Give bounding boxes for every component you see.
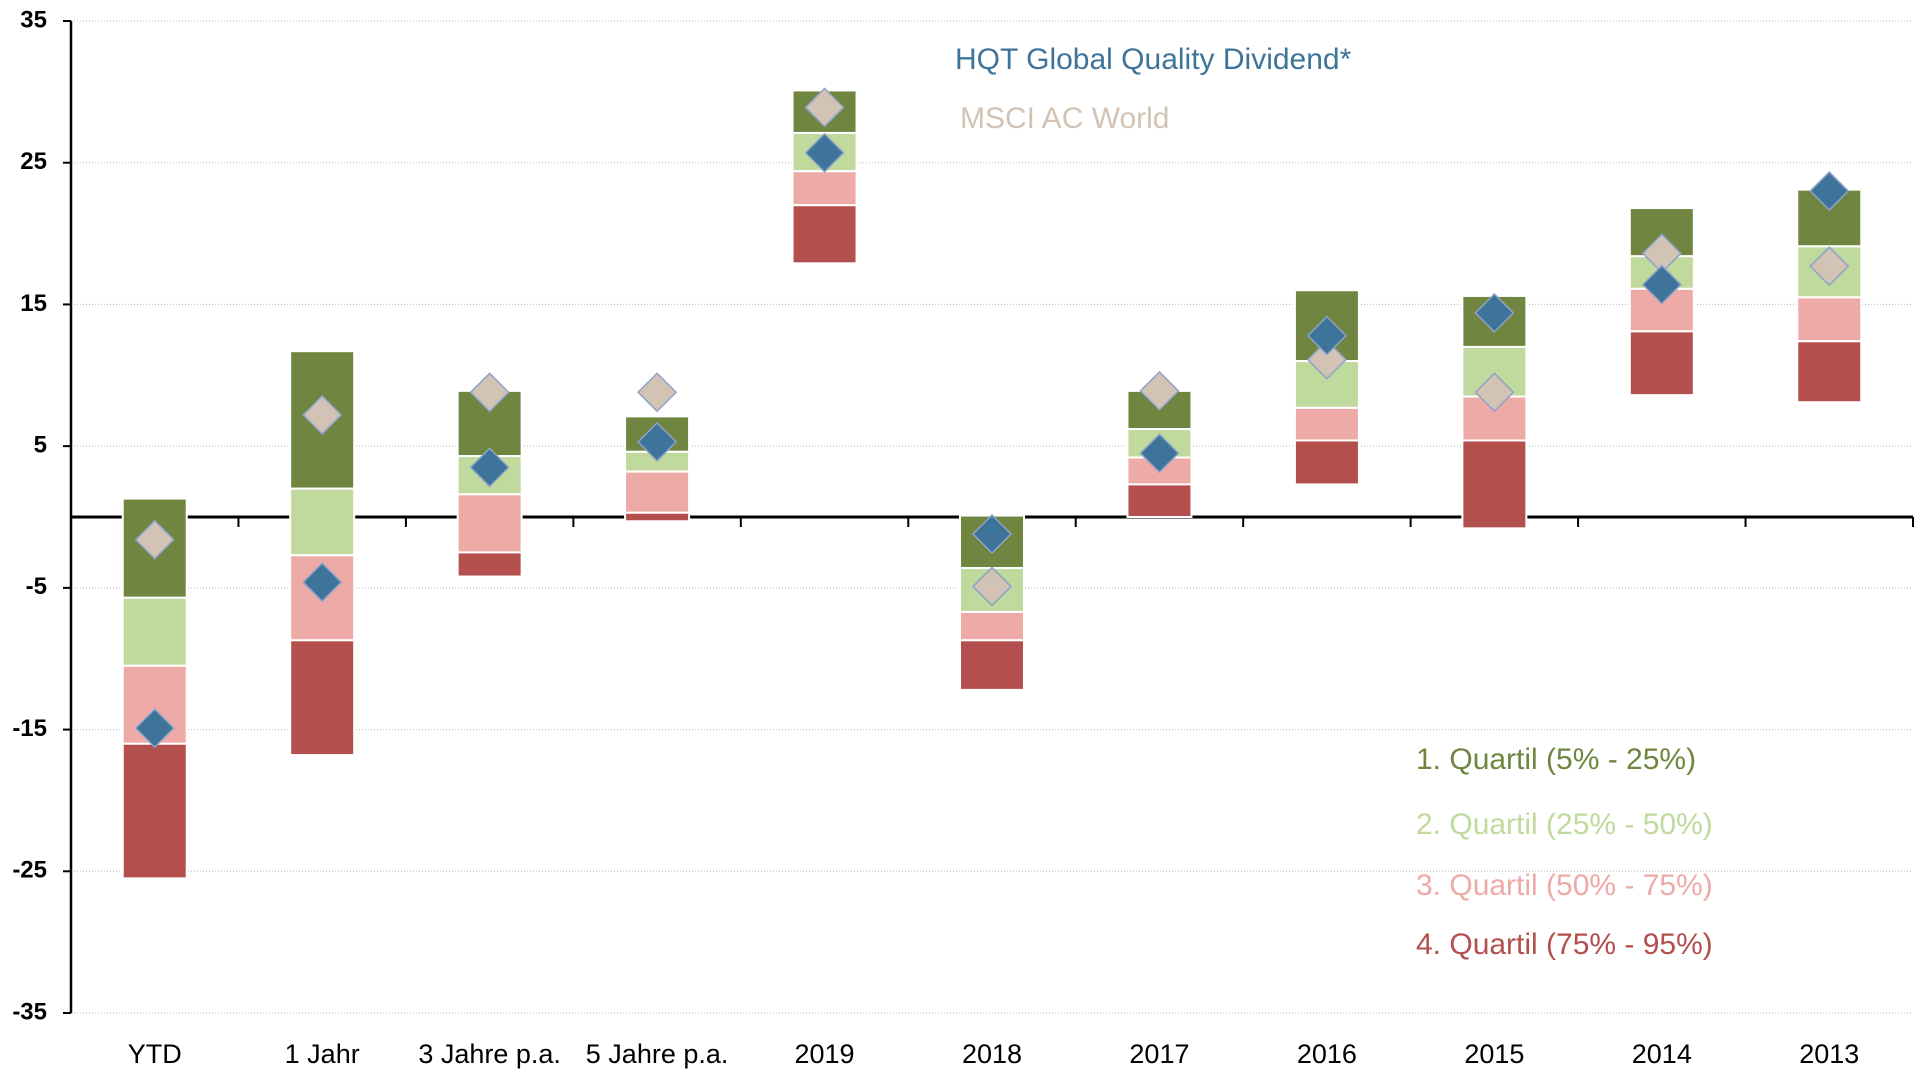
quartile-bar — [289, 487, 356, 557]
x-tick-label: 3 Jahre p.a. — [418, 1039, 561, 1069]
diamond-marker — [302, 562, 343, 603]
quartile-bar — [624, 511, 691, 523]
diamond-marker — [1809, 170, 1850, 212]
quartile-bar — [959, 610, 1025, 642]
diamond-marker — [469, 447, 510, 488]
diamond-marker — [1306, 339, 1347, 380]
y-tick-label: 25 — [20, 148, 47, 175]
quartile-bar — [456, 493, 523, 554]
x-tick-label: 2019 — [795, 1039, 855, 1069]
x-tick-label: 1 Jahr — [285, 1039, 360, 1069]
diamond-marker — [971, 566, 1013, 607]
diamond-marker — [302, 394, 343, 436]
diamond-marker — [971, 513, 1013, 555]
quartile-bar — [791, 204, 858, 265]
diamond-marker — [804, 87, 845, 128]
y-tick-label: 5 — [34, 431, 47, 458]
diamond-marker — [134, 708, 175, 749]
legend-label: MSCI AC World — [960, 102, 1170, 135]
x-tick-label: 2018 — [962, 1039, 1022, 1069]
x-tick-label: YTD — [128, 1039, 182, 1069]
legend-label: HQT Global Quality Dividend* — [955, 43, 1352, 76]
y-tick-label: 35 — [20, 6, 47, 33]
diamond-marker — [134, 519, 175, 560]
diamond-marker — [637, 372, 678, 413]
quartile-bar — [1293, 406, 1360, 442]
diamond-marker — [637, 421, 678, 462]
diamond-marker — [804, 132, 845, 173]
quartile-bar — [121, 596, 188, 667]
y-tick-label: -15 — [12, 715, 47, 742]
x-tick-label: 2017 — [1129, 1039, 1189, 1069]
diamond-marker — [469, 372, 510, 413]
quartile-bar — [1796, 296, 1863, 343]
diamond-marker — [1474, 292, 1515, 333]
diamond-marker — [1306, 315, 1347, 356]
quartile-bar — [1293, 439, 1360, 486]
x-tick-label: 2016 — [1297, 1039, 1357, 1069]
y-tick-label: -35 — [12, 998, 47, 1025]
legend-label: 2. Quartil (25% - 50%) — [1416, 808, 1713, 841]
y-tick-label: -5 — [26, 573, 47, 600]
diamond-marker — [1474, 372, 1515, 413]
quartile-bar — [959, 639, 1025, 691]
quartile-bar — [1461, 439, 1528, 530]
x-tick-label: 5 Jahre p.a. — [586, 1039, 729, 1069]
x-tick-label: 2013 — [1799, 1039, 1859, 1069]
legend-label: 4. Quartil (75% - 95%) — [1416, 928, 1713, 961]
y-tick-label: -25 — [12, 857, 47, 884]
diamond-marker — [1809, 246, 1850, 287]
legend-label: 3. Quartil (50% - 75%) — [1416, 869, 1713, 902]
quartile-bar — [1628, 330, 1695, 397]
diamond-marker — [1139, 433, 1180, 474]
diamond-marker — [1139, 370, 1180, 411]
quartile-bar — [289, 639, 356, 757]
y-tick-label: 15 — [20, 290, 47, 317]
x-tick-label: 2015 — [1464, 1039, 1524, 1069]
x-tick-label: 2014 — [1632, 1039, 1692, 1069]
quartile-bar — [624, 470, 691, 514]
diamond-marker — [1641, 264, 1682, 305]
quartile-bar — [121, 742, 188, 880]
quartile-bar — [1796, 340, 1863, 404]
quartile-bar — [1126, 483, 1193, 518]
legend-label: 1. Quartil (5% - 25%) — [1416, 743, 1696, 776]
quartile-bar — [791, 170, 858, 207]
quartile-bar — [456, 551, 523, 578]
